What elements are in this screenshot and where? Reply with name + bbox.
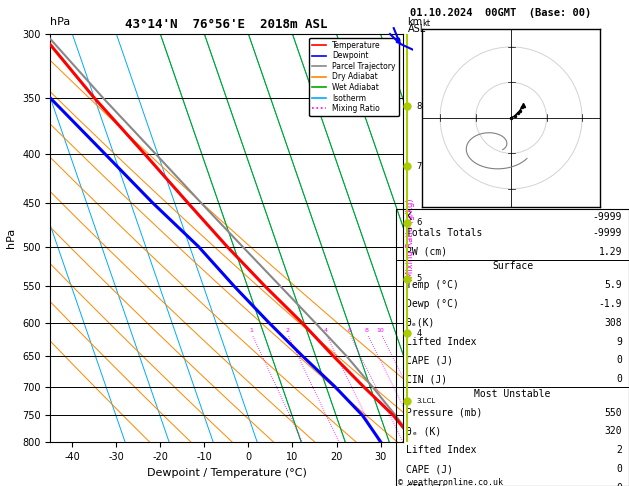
- Text: 8: 8: [416, 102, 422, 111]
- Text: Dewp (°C): Dewp (°C): [406, 299, 459, 309]
- Text: 10: 10: [377, 328, 384, 333]
- Text: CIN (J): CIN (J): [406, 374, 447, 384]
- Text: 2: 2: [285, 328, 289, 333]
- Text: CIN (J): CIN (J): [406, 483, 447, 486]
- Text: 9: 9: [616, 337, 622, 347]
- Text: 550: 550: [604, 408, 622, 417]
- Text: 8: 8: [365, 328, 369, 333]
- Text: -1.9: -1.9: [599, 299, 622, 309]
- Text: hPa: hPa: [50, 17, 70, 27]
- Text: 0: 0: [616, 374, 622, 384]
- Text: Pressure (mb): Pressure (mb): [406, 408, 482, 417]
- Text: 6: 6: [347, 328, 351, 333]
- Text: Most Unstable: Most Unstable: [474, 389, 551, 399]
- Text: 0: 0: [616, 464, 622, 474]
- Text: 4: 4: [323, 328, 328, 333]
- Text: 0: 0: [616, 483, 622, 486]
- Text: 1: 1: [249, 328, 253, 333]
- Text: -9999: -9999: [593, 228, 622, 238]
- Title: 43°14'N  76°56'E  2018m ASL: 43°14'N 76°56'E 2018m ASL: [125, 18, 328, 32]
- Text: K: K: [406, 212, 411, 222]
- Text: kt: kt: [422, 19, 430, 28]
- Text: © weatheronline.co.uk: © weatheronline.co.uk: [398, 478, 503, 486]
- Text: km: km: [408, 17, 423, 27]
- Text: 01.10.2024  00GMT  (Base: 00): 01.10.2024 00GMT (Base: 00): [410, 8, 591, 18]
- Y-axis label: hPa: hPa: [6, 228, 16, 248]
- Text: 6: 6: [416, 218, 422, 227]
- Text: 1.29: 1.29: [599, 247, 622, 257]
- X-axis label: Dewpoint / Temperature (°C): Dewpoint / Temperature (°C): [147, 468, 306, 478]
- Text: Lifted Index: Lifted Index: [406, 337, 476, 347]
- Text: Surface: Surface: [492, 261, 533, 271]
- Legend: Temperature, Dewpoint, Parcel Trajectory, Dry Adiabat, Wet Adiabat, Isotherm, Mi: Temperature, Dewpoint, Parcel Trajectory…: [309, 38, 399, 116]
- Text: Mixing Ratio (g/kg): Mixing Ratio (g/kg): [406, 198, 415, 278]
- Text: 308: 308: [604, 318, 622, 328]
- Text: 5.9: 5.9: [604, 280, 622, 290]
- Text: 2: 2: [616, 445, 622, 455]
- Text: 4: 4: [416, 329, 422, 338]
- Text: θₑ(K): θₑ(K): [406, 318, 435, 328]
- Text: ASL: ASL: [408, 24, 426, 34]
- Text: Temp (°C): Temp (°C): [406, 280, 459, 290]
- Text: CAPE (J): CAPE (J): [406, 355, 453, 365]
- Text: θₑ (K): θₑ (K): [406, 427, 441, 436]
- Text: Totals Totals: Totals Totals: [406, 228, 482, 238]
- Text: 5: 5: [416, 274, 422, 283]
- Text: 7: 7: [416, 161, 422, 171]
- Text: CAPE (J): CAPE (J): [406, 464, 453, 474]
- Text: 320: 320: [604, 427, 622, 436]
- Text: 3.LCL: 3.LCL: [416, 398, 436, 404]
- Text: PW (cm): PW (cm): [406, 247, 447, 257]
- Text: -9999: -9999: [593, 212, 622, 222]
- Text: Lifted Index: Lifted Index: [406, 445, 476, 455]
- Text: 0: 0: [616, 355, 622, 365]
